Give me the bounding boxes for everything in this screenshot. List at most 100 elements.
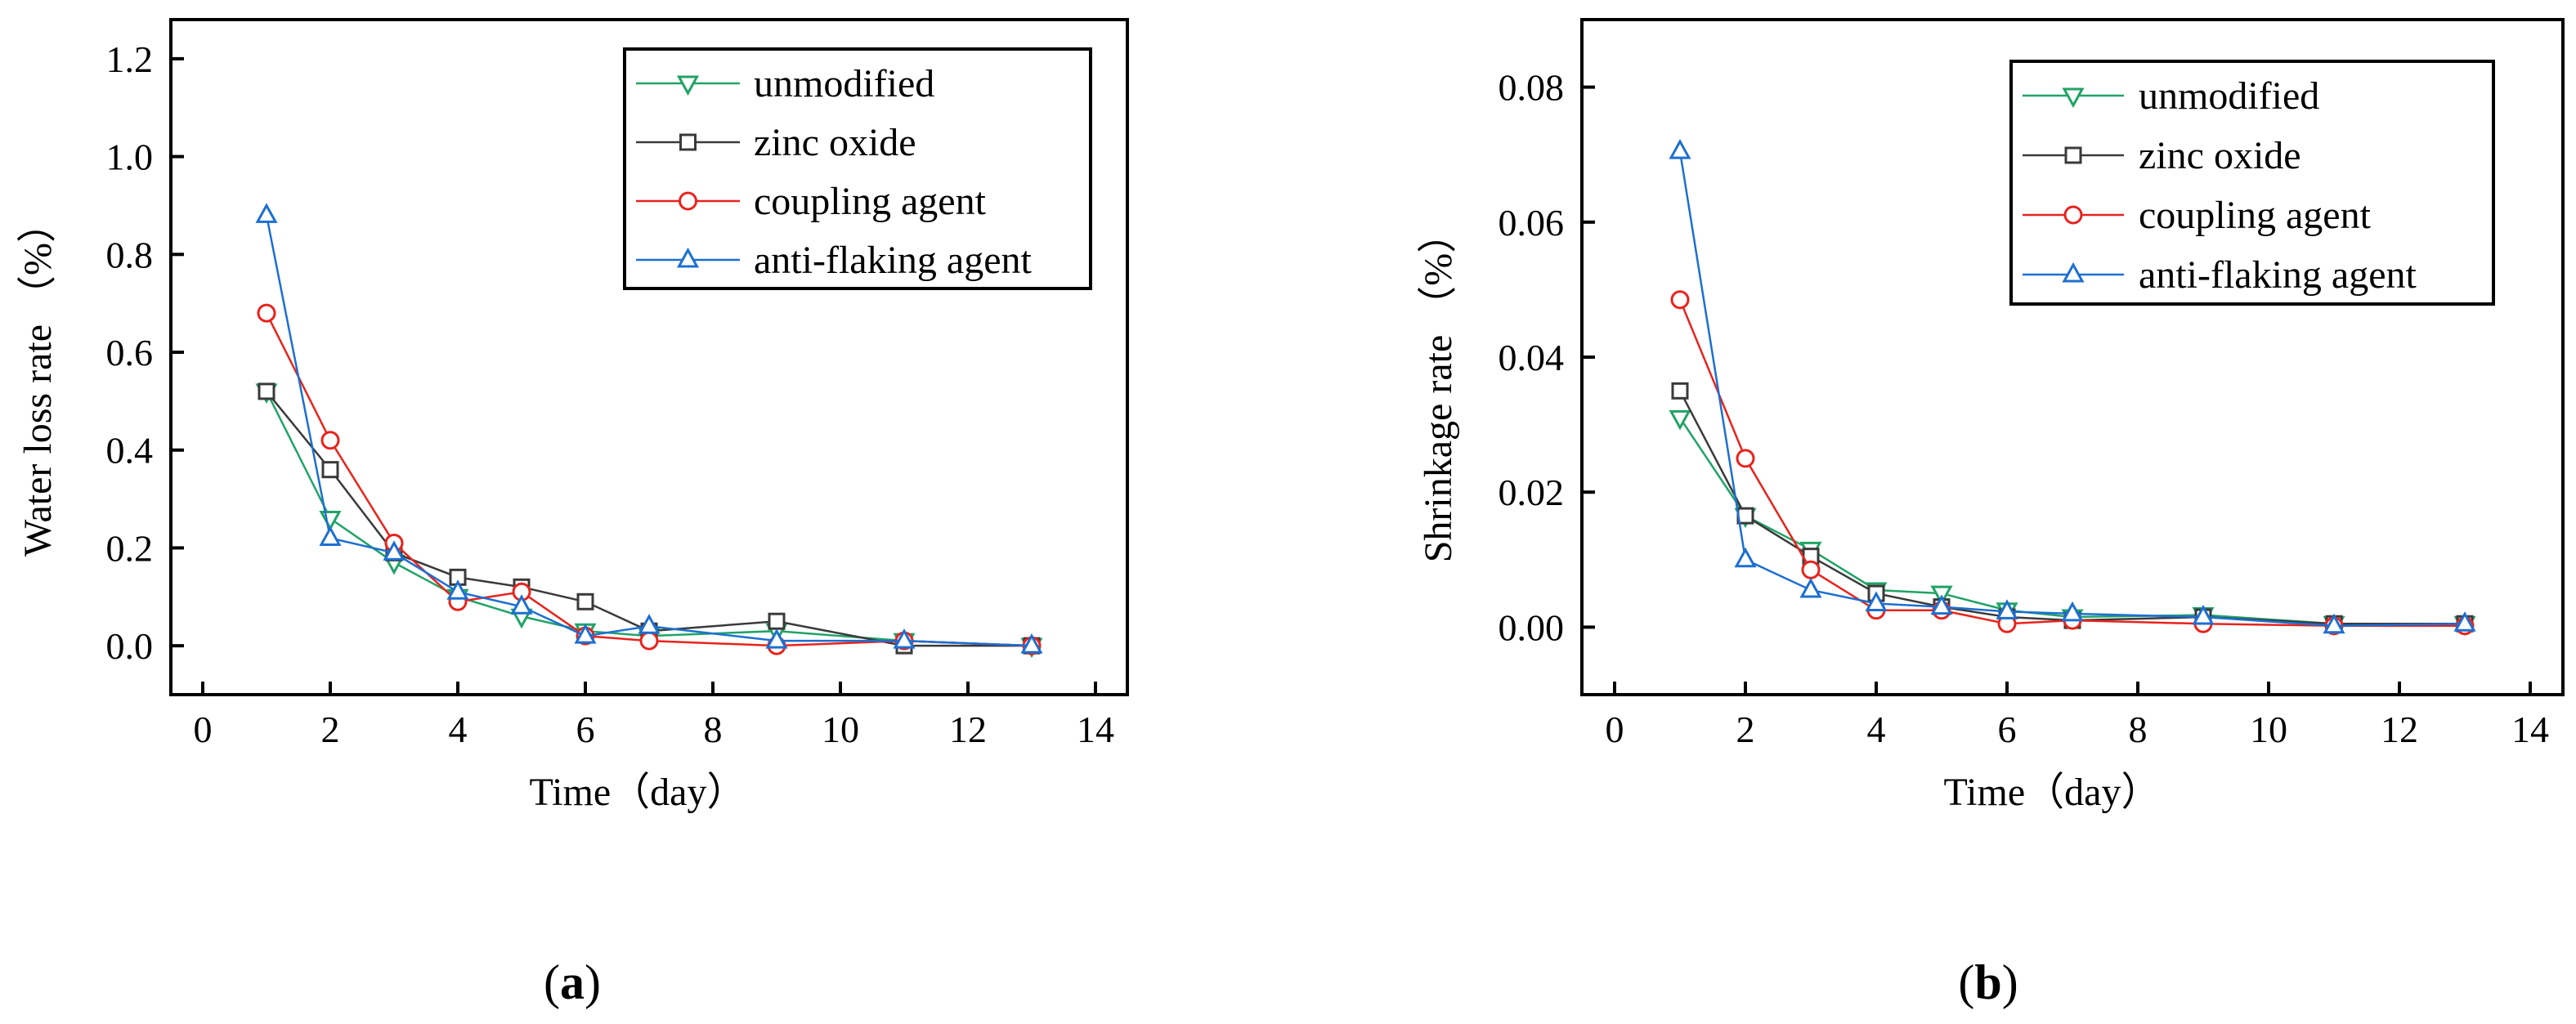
x-tick-label: 0 — [194, 709, 213, 750]
data-point — [1020, 633, 1043, 654]
legend-marker — [676, 75, 700, 96]
series-line — [1678, 417, 2465, 625]
y-tick-label: 0.06 — [1499, 202, 1565, 244]
data-point — [576, 592, 594, 610]
data-point — [321, 461, 339, 479]
legend-marker — [679, 133, 697, 151]
legend-marker — [2063, 205, 2083, 225]
data-point — [1996, 599, 2018, 619]
y-axis-label-b: Shrinkage rate （%） — [1417, 214, 1460, 563]
series-line — [1678, 299, 2465, 627]
legend-label: unmodified — [754, 62, 934, 105]
legend-label: zinc oxide — [754, 121, 916, 164]
x-axis-label-b: Time（day） — [1944, 771, 2161, 814]
y-tick-label: 0.02 — [1499, 472, 1565, 513]
panel-letter-a: a — [560, 955, 585, 1009]
legend-entry: zinc oxide — [2023, 134, 2301, 177]
x-tick-label: 6 — [1998, 709, 2017, 750]
y-tick-label: 0.00 — [1499, 606, 1565, 648]
data-point — [765, 628, 788, 649]
data-point — [768, 612, 786, 630]
y-tick-label: 0.2 — [106, 527, 154, 569]
legend-entry: unmodified — [636, 62, 934, 105]
series-line — [265, 391, 1033, 647]
data-point — [1734, 547, 1757, 568]
data-point — [639, 631, 659, 651]
data-point — [255, 203, 278, 223]
series-line — [265, 215, 1033, 647]
data-point — [258, 382, 276, 400]
legend-label: zinc oxide — [2139, 134, 2301, 177]
x-tick-label: 0 — [1606, 709, 1624, 750]
legend-marker — [2064, 146, 2082, 164]
data-point — [1801, 560, 1821, 579]
data-point — [2453, 611, 2476, 632]
x-tick-label: 4 — [1867, 709, 1886, 750]
legend-marker — [2062, 87, 2085, 109]
y-tick-label: 0.08 — [1499, 67, 1565, 109]
data-point — [2323, 613, 2345, 634]
data-point — [1670, 290, 1690, 310]
data-point — [1736, 507, 1754, 525]
data-point — [1930, 594, 1953, 615]
panel-letter-b: b — [1974, 955, 2001, 1009]
legend-frame-b — [2009, 60, 2495, 306]
data-point — [319, 525, 342, 546]
x-tick-label: 8 — [2129, 709, 2148, 750]
x-tick-label: 12 — [949, 709, 987, 750]
legend-label: coupling agent — [2139, 194, 2372, 237]
legend-marker — [2062, 262, 2085, 283]
data-point — [383, 540, 405, 561]
legend-frame-a — [623, 47, 1092, 290]
x-tick-label: 4 — [449, 709, 468, 750]
legend-entry: anti-flaking agent — [2023, 253, 2417, 297]
legend-b: unmodified zinc oxide coupling agent anti-f… — [2009, 60, 2495, 306]
y-tick-label: 0.8 — [106, 234, 154, 275]
legend-marker — [676, 247, 700, 268]
data-point — [574, 624, 597, 644]
x-tick-label: 10 — [2250, 709, 2287, 750]
chart-panel-b: 0.00 0.02 0.04 0.06 0.08 0 2 4 6 8 10 12 14 unmodif… — [1417, 18, 2565, 1009]
series-anti-flaking-agent — [255, 203, 1043, 654]
x-tick-label: 2 — [1736, 709, 1755, 750]
legend-entry: anti-flaking agent — [636, 239, 1033, 282]
y-tick-label: 0.4 — [106, 430, 154, 472]
series-line — [1678, 390, 2465, 625]
data-point — [2192, 604, 2215, 625]
legend-entry: zinc oxide — [636, 121, 916, 164]
series-line — [1678, 150, 2466, 627]
data-point — [1865, 591, 1888, 611]
data-point — [320, 431, 340, 450]
x-tick-label: 8 — [704, 709, 723, 750]
y-tick-label: 1.0 — [106, 136, 154, 178]
y-tick-label: 1.2 — [106, 38, 154, 80]
series-zinc-oxide — [258, 382, 1041, 655]
plot-frame-a — [169, 18, 1129, 696]
legend-entry: coupling agent — [636, 180, 987, 223]
legend-entry: unmodified — [2023, 74, 2319, 118]
legend-a: unmodified zinc oxide coupling agent anti-f… — [623, 47, 1092, 290]
legend-marker — [679, 191, 697, 211]
x-tick-label: 2 — [321, 709, 340, 750]
y-tick-label: 0.04 — [1499, 337, 1565, 378]
series-coupling-agent — [257, 303, 1042, 655]
data-point — [446, 579, 469, 600]
x-tick-label: 14 — [2511, 709, 2549, 750]
x-axis-label-a: Time（day） — [530, 771, 746, 814]
x-tick-label: 12 — [2381, 709, 2418, 750]
data-point — [1671, 382, 1689, 400]
legend-label: anti-flaking agent — [754, 239, 1033, 282]
chart-panel-a: 0.0 0.2 0.4 0.6 0.8 1.0 1.2 0 2 4 6 8 10 12 14 unmodi… — [16, 18, 1129, 1009]
x-tick-label: 10 — [822, 709, 859, 750]
legend-label: anti-flaking agent — [2139, 253, 2417, 297]
legend-entry: coupling agent — [2023, 194, 2372, 237]
data-point — [1669, 138, 1691, 159]
data-point — [638, 614, 661, 634]
series-line — [265, 312, 1033, 647]
x-tick-label: 14 — [1077, 709, 1114, 750]
x-tick-label: 6 — [576, 709, 595, 750]
y-tick-label: 0.6 — [106, 332, 154, 373]
data-point — [510, 594, 533, 615]
panel-label-b: (b) — [1958, 955, 2018, 1009]
